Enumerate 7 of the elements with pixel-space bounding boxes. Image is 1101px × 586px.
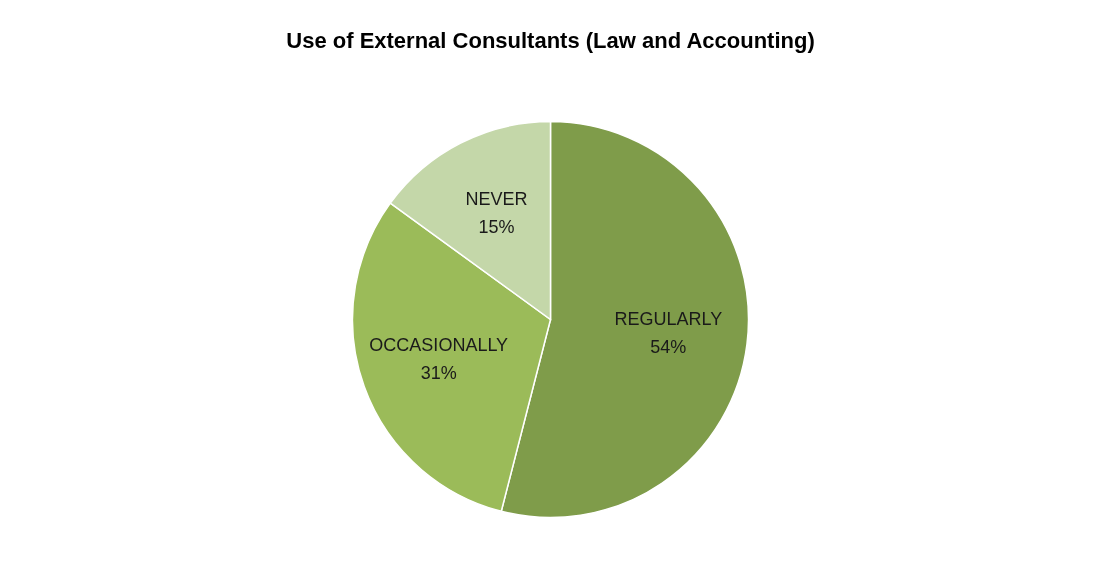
data-label: 15% — [478, 216, 515, 237]
slice-label: OCCASIONALLY — [369, 334, 509, 355]
slice-label: REGULARLY — [614, 309, 723, 330]
data-label: 54% — [650, 337, 687, 358]
slice-label: NEVER — [465, 188, 528, 209]
chart-title: Use of External Consultants (Law and Accounting) — [286, 28, 815, 53]
data-label: 31% — [420, 362, 457, 383]
